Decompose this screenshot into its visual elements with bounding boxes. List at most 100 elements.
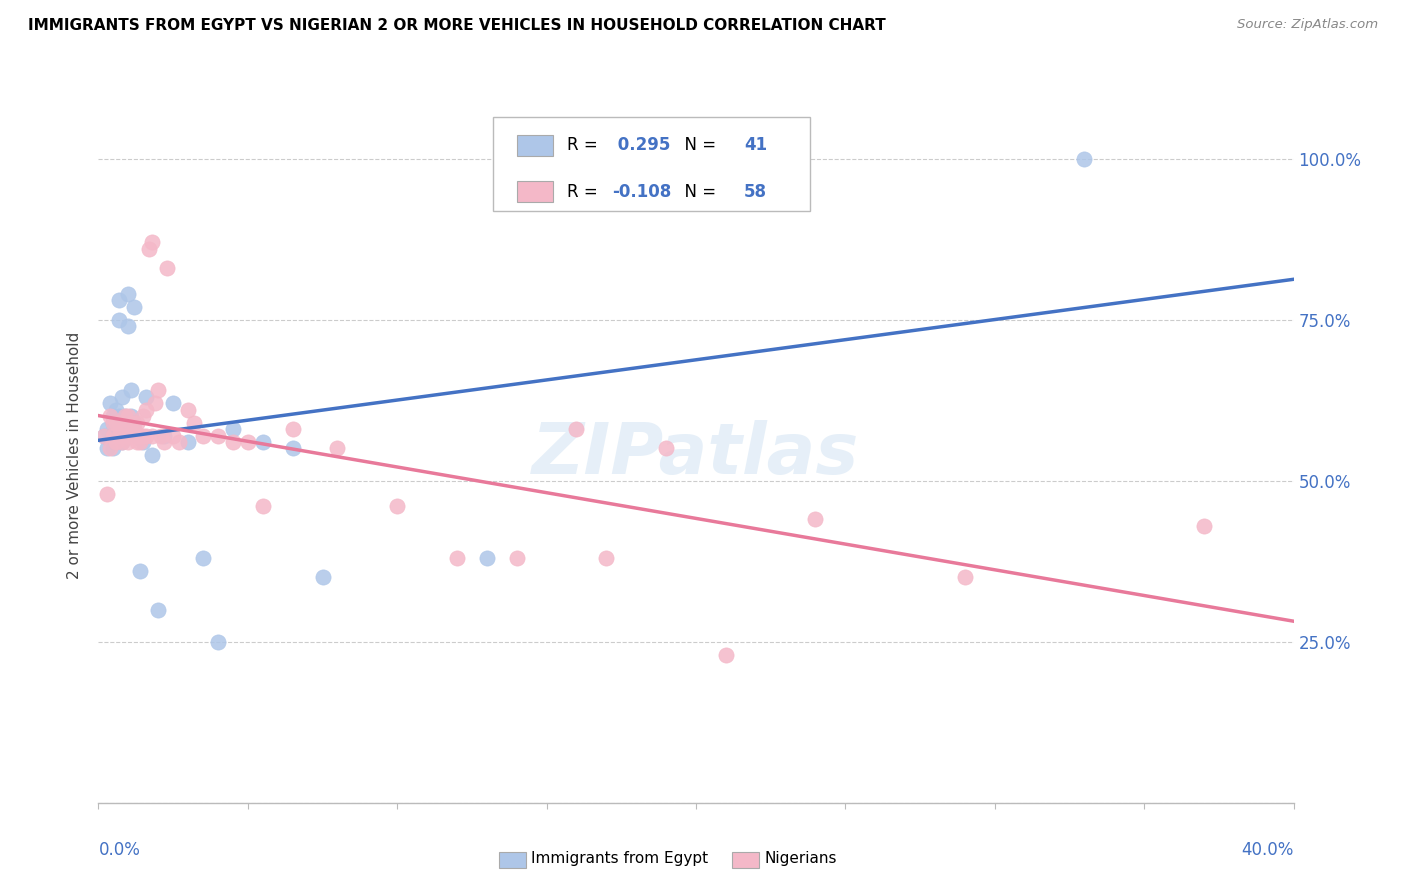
Point xyxy=(120,428,142,442)
Point xyxy=(148,602,170,616)
Point xyxy=(96,442,118,456)
Text: R =: R = xyxy=(567,136,603,154)
Point xyxy=(100,442,122,456)
Point xyxy=(127,416,149,430)
Point xyxy=(100,409,122,424)
Text: N =: N = xyxy=(675,183,721,201)
Point xyxy=(108,416,131,430)
Point xyxy=(156,261,179,276)
Point xyxy=(595,551,617,566)
Point xyxy=(141,448,163,462)
Point xyxy=(117,319,139,334)
Point xyxy=(311,570,333,584)
Point xyxy=(105,416,128,430)
Point xyxy=(446,551,468,566)
Point xyxy=(191,551,214,566)
Point xyxy=(162,396,184,410)
Text: R =: R = xyxy=(567,183,603,201)
Point xyxy=(111,422,134,436)
Point xyxy=(150,428,173,442)
Point xyxy=(135,428,157,442)
Point xyxy=(108,312,131,326)
Point xyxy=(177,435,200,450)
Point xyxy=(129,428,152,442)
Text: -0.108: -0.108 xyxy=(613,183,672,201)
Point xyxy=(162,428,184,442)
Point xyxy=(111,435,134,450)
Point xyxy=(222,422,245,436)
Point xyxy=(804,512,827,526)
Point xyxy=(183,416,205,430)
Text: Nigerians: Nigerians xyxy=(763,851,837,866)
Point xyxy=(124,416,146,430)
Point xyxy=(120,409,142,424)
Point xyxy=(153,435,176,450)
Text: 0.295: 0.295 xyxy=(613,136,671,154)
Point xyxy=(129,564,152,578)
FancyBboxPatch shape xyxy=(494,118,810,211)
FancyBboxPatch shape xyxy=(517,181,553,202)
Point xyxy=(177,402,200,417)
Point xyxy=(236,435,259,450)
Point xyxy=(167,435,190,450)
Point xyxy=(207,634,229,648)
Point xyxy=(138,242,160,256)
FancyBboxPatch shape xyxy=(517,135,553,156)
Point xyxy=(111,390,134,404)
Text: Immigrants from Egypt: Immigrants from Egypt xyxy=(531,851,709,866)
Point xyxy=(141,235,163,250)
Text: 41: 41 xyxy=(744,136,766,154)
Text: Source: ZipAtlas.com: Source: ZipAtlas.com xyxy=(1237,18,1378,31)
Text: 0.0%: 0.0% xyxy=(98,841,141,859)
Point xyxy=(127,435,149,450)
Point xyxy=(281,422,304,436)
Point xyxy=(114,409,136,424)
Point xyxy=(117,286,139,301)
Point xyxy=(135,402,157,417)
FancyBboxPatch shape xyxy=(733,852,759,868)
Point xyxy=(103,442,125,456)
Point xyxy=(385,500,409,514)
Point xyxy=(103,416,125,430)
Point xyxy=(105,435,128,450)
Point xyxy=(148,384,170,398)
Point xyxy=(108,428,131,442)
Point xyxy=(124,300,146,314)
Point xyxy=(111,416,134,430)
Point xyxy=(252,435,274,450)
Point xyxy=(143,396,166,410)
Point xyxy=(132,435,155,450)
Point xyxy=(117,428,139,442)
Point xyxy=(129,435,152,450)
Y-axis label: 2 or more Vehicles in Household: 2 or more Vehicles in Household xyxy=(67,331,83,579)
Point xyxy=(506,551,529,566)
Point xyxy=(96,422,118,436)
Point xyxy=(565,422,588,436)
Point xyxy=(953,570,976,584)
Point xyxy=(100,396,122,410)
Point xyxy=(96,486,118,500)
FancyBboxPatch shape xyxy=(499,852,526,868)
Point xyxy=(105,428,128,442)
Point xyxy=(135,390,157,404)
Point xyxy=(141,428,163,442)
Point xyxy=(103,428,125,442)
Point xyxy=(252,500,274,514)
Point xyxy=(100,428,122,442)
Point xyxy=(132,428,155,442)
Point xyxy=(114,428,136,442)
Point xyxy=(124,428,146,442)
Text: IMMIGRANTS FROM EGYPT VS NIGERIAN 2 OR MORE VEHICLES IN HOUSEHOLD CORRELATION CH: IMMIGRANTS FROM EGYPT VS NIGERIAN 2 OR M… xyxy=(28,18,886,33)
Point xyxy=(326,442,349,456)
Point xyxy=(114,428,136,442)
Point xyxy=(207,428,229,442)
Point xyxy=(475,551,498,566)
Point xyxy=(120,416,142,430)
Point xyxy=(1192,518,1215,533)
Point xyxy=(1073,152,1095,166)
Point xyxy=(114,409,136,424)
Text: N =: N = xyxy=(675,136,721,154)
Point xyxy=(93,428,115,442)
Point xyxy=(111,435,134,450)
Point xyxy=(655,442,678,456)
